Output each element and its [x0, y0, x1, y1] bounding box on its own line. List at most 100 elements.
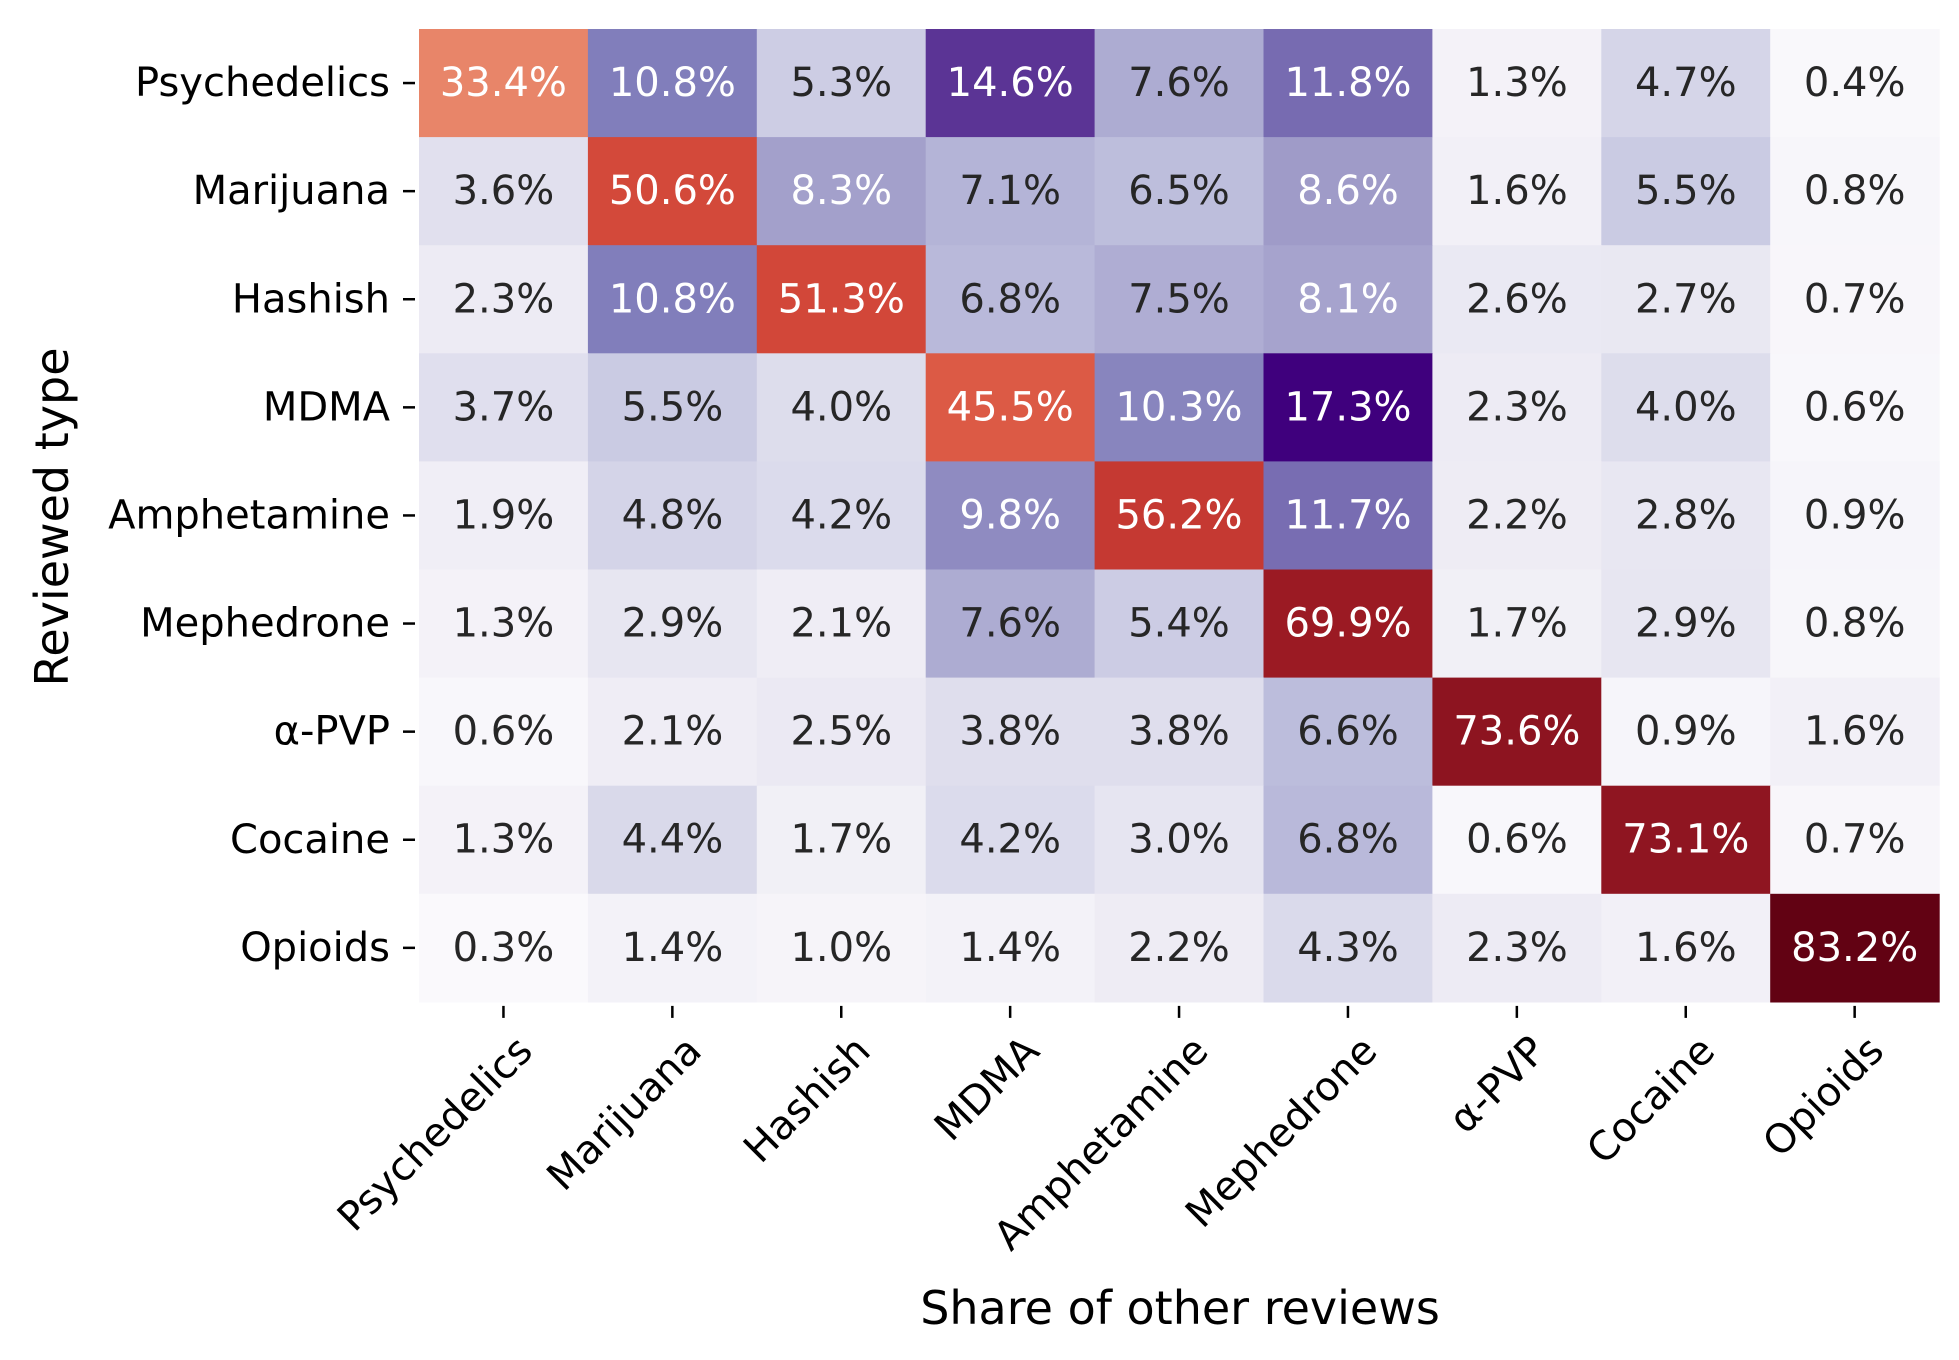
heatmap-cell-label: 1.0%: [790, 925, 892, 971]
x-tick-label: Psychedelics: [329, 1028, 542, 1241]
heatmap-cell-label: 0.7%: [1804, 276, 1906, 322]
heatmap-cell-label: 4.0%: [1635, 384, 1737, 430]
heatmap-cell: [756, 893, 927, 1003]
heatmap-cell-label: 2.3%: [1466, 384, 1568, 430]
heatmap-cell: [1263, 461, 1433, 571]
heatmap-cell-labels: 33.4% 10.8% 5.3% 14.6% 7.6% 11.8% 1.3% 4.7% 0.4%…: [440, 60, 1918, 971]
heatmap-cell-label: 0.6%: [1466, 817, 1568, 863]
heatmap-cell: [1770, 29, 1940, 138]
heatmap-cell-label: 3.7%: [453, 384, 555, 430]
heatmap-cell-label: 4.4%: [622, 817, 724, 863]
heatmap-cell: [419, 137, 589, 246]
heatmap-cell: [1601, 461, 1771, 571]
heatmap-cell: [1770, 893, 1940, 1003]
heatmap-cell-label: 0.9%: [1635, 709, 1737, 755]
heatmap-cells: [419, 29, 1940, 1003]
heatmap-cell-label: 7.6%: [959, 601, 1061, 647]
heatmap-cell-label: 33.4%: [440, 60, 567, 106]
heatmap-cell-label: 4.0%: [790, 384, 892, 430]
heatmap-cell: [419, 353, 589, 462]
heatmap-cell-label: 0.7%: [1804, 817, 1906, 863]
heatmap-cell-label: 3.8%: [1128, 709, 1230, 755]
heatmap-cell-label: 1.6%: [1635, 925, 1737, 971]
heatmap-cell-label: 10.8%: [609, 276, 736, 322]
heatmap-cell-label: 73.6%: [1453, 709, 1580, 755]
heatmap-cell: [419, 785, 589, 895]
heatmap-cell: [1432, 785, 1602, 895]
heatmap-cell: [587, 137, 758, 246]
heatmap-cell: [1094, 893, 1265, 1003]
heatmap-cell: [1601, 893, 1771, 1003]
heatmap-cell-label: 2.1%: [622, 709, 724, 755]
heatmap-cell-label: 51.3%: [778, 276, 905, 322]
heatmap-cell-label: 5.4%: [1128, 601, 1230, 647]
y-tick-label: Marijuana: [193, 168, 390, 214]
heatmap-cell: [1601, 677, 1771, 787]
heatmap-cell: [587, 353, 758, 462]
heatmap-cell-label: 6.6%: [1297, 709, 1399, 755]
heatmap-cell-label: 7.6%: [1128, 60, 1230, 106]
heatmap-cell-label: 0.4%: [1804, 60, 1906, 106]
heatmap-cell-label: 0.3%: [453, 925, 555, 971]
heatmap-cell-label: 83.2%: [1791, 925, 1918, 971]
heatmap-cell-label: 5.5%: [622, 384, 724, 430]
heatmap-cell-label: 10.3%: [1115, 384, 1242, 430]
heatmap-cell-label: 2.2%: [1128, 925, 1230, 971]
heatmap-cell-label: 69.9%: [1284, 601, 1411, 647]
heatmap-cell: [1601, 137, 1771, 246]
heatmap-cell-label: 0.8%: [1804, 601, 1906, 647]
heatmap-cell-label: 6.5%: [1128, 168, 1230, 214]
heatmap-cell: [587, 785, 758, 895]
heatmap-cell-label: 2.6%: [1466, 276, 1568, 322]
heatmap-cell-label: 14.6%: [947, 60, 1074, 106]
heatmap-cell: [1432, 29, 1602, 138]
heatmap-cell: [1432, 137, 1602, 246]
heatmap-cell: [587, 245, 758, 354]
heatmap-cell-label: 4.8%: [622, 492, 724, 538]
heatmap-cell-label: 0.6%: [1804, 384, 1906, 430]
heatmap-cell: [419, 893, 589, 1003]
heatmap-cell: [1601, 353, 1771, 462]
heatmap-cell: [1432, 245, 1602, 354]
heatmap-cell-label: 4.7%: [1635, 60, 1737, 106]
heatmap-cell-label: 3.0%: [1128, 817, 1230, 863]
y-axis-label: Reviewed type: [25, 347, 79, 686]
heatmap-cell: [925, 461, 1096, 571]
heatmap-cell: [1770, 785, 1940, 895]
heatmap-cell: [1770, 461, 1940, 571]
heatmap-cell: [1263, 29, 1433, 138]
heatmap-cell-label: 56.2%: [1115, 492, 1242, 538]
heatmap-cell-label: 11.7%: [1284, 492, 1411, 538]
heatmap-cell: [756, 353, 927, 462]
y-axis-ticks: Psychedelics Marijuana Hashish MDMA Amphetam…: [108, 60, 415, 971]
heatmap-cell: [587, 677, 758, 787]
heatmap-cell: [1263, 677, 1433, 787]
heatmap-cell-label: 5.3%: [790, 60, 892, 106]
y-tick-label: α-PVP: [274, 709, 390, 755]
heatmap-cell: [1770, 245, 1940, 354]
heatmap-cell: [419, 461, 589, 571]
heatmap-cell: [1263, 353, 1433, 462]
heatmap-cell: [1432, 569, 1602, 679]
heatmap-cell-label: 0.8%: [1804, 168, 1906, 214]
heatmap-cell-label: 3.8%: [959, 709, 1061, 755]
heatmap-cell: [587, 461, 758, 571]
heatmap-cell: [1601, 785, 1771, 895]
heatmap-cell-label: 1.7%: [790, 817, 892, 863]
heatmap-cell: [419, 29, 589, 138]
heatmap-cell-label: 8.6%: [1297, 168, 1399, 214]
heatmap-cell: [1263, 785, 1433, 895]
heatmap-cell-label: 50.6%: [609, 168, 736, 214]
heatmap-cell: [1094, 677, 1265, 787]
heatmap-cell: [1770, 677, 1940, 787]
heatmap-cell: [1094, 29, 1265, 138]
heatmap-cell-label: 0.6%: [453, 709, 555, 755]
heatmap-cell: [1263, 245, 1433, 354]
heatmap-cell: [925, 353, 1096, 462]
x-tick-label: Hashish: [735, 1028, 879, 1172]
heatmap-cell: [587, 569, 758, 679]
heatmap-cell-label: 2.9%: [622, 601, 724, 647]
heatmap-cell-label: 1.3%: [1466, 60, 1568, 106]
